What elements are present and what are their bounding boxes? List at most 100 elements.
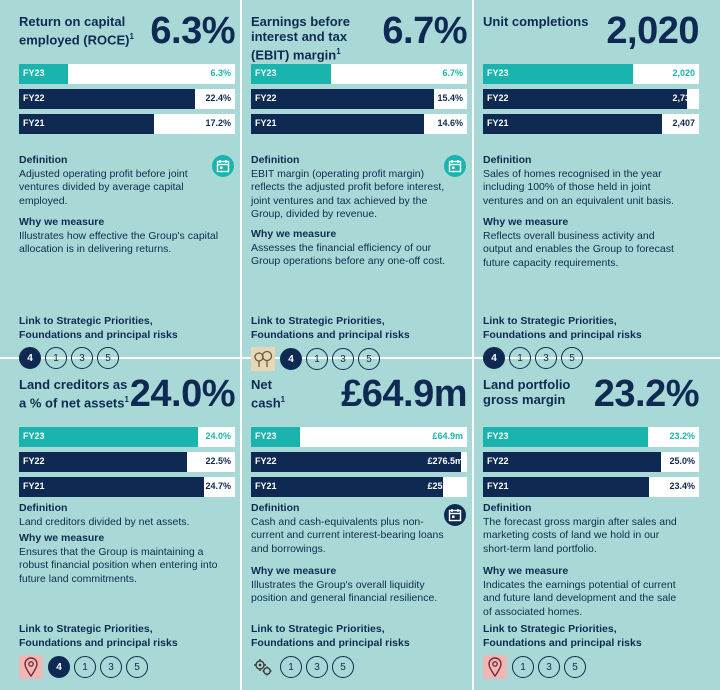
kpi-bar-chart: FY23 6.3% FY22 22.4% FY21 17.2% [19,64,235,139]
kpi-title: Land creditors as a % of net assets1 [19,377,129,411]
priority-chip-4: 4 [280,348,302,370]
definition-heading: Definition [19,154,68,166]
calendar-icon [444,504,466,526]
bar-year-label: FY21 [487,481,509,491]
why-heading: Why we measure [251,228,337,240]
definition-block: Definition Cash and cash-equivalents plus… [251,502,451,556]
priority-chip-5: 5 [332,656,354,678]
link-heading: Link to Strategic Priorities, Foundations… [251,623,410,649]
bar-fill [19,114,155,134]
definition-heading: Definition [251,502,300,514]
bar-fy22: FY22 15.4% [251,89,467,109]
priority-chip-3: 3 [535,347,557,369]
bar-year-label: FY23 [487,431,509,441]
definition-block: Definition EBIT margin (operating profit … [251,154,451,222]
bar-year-label: FY21 [23,118,45,128]
link-heading: Link to Strategic Priorities, Foundations… [483,315,642,341]
definition-heading: Definition [483,154,532,166]
definition-block: Definition Adjusted operating profit befo… [19,154,219,208]
priority-chip-3: 3 [538,656,560,678]
priority-chip-5: 5 [358,348,380,370]
why-text: Illustrates how effective the Group's ca… [19,229,219,256]
calendar-icon [212,155,234,177]
bar-value: 17.2% [205,118,231,128]
why-heading: Why we measure [483,565,569,577]
trees-icon [251,347,275,371]
bar-fill [251,477,443,497]
bar-year-label: FY22 [255,93,277,103]
priority-chip-5: 5 [564,656,586,678]
bar-fill [251,89,434,109]
bar-fy23: FY23 23.2% [483,427,699,447]
why-text: Indicates the earnings potential of curr… [483,578,677,618]
why-block: Why we measure Indicates the earnings pot… [483,565,683,619]
priority-chip-4: 4 [19,347,41,369]
priority-chip-5: 5 [97,347,119,369]
bar-year-label: FY23 [255,68,277,78]
kpi-title: Net cash1 [251,377,286,411]
definition-block: Definition Sales of homes recognised in t… [483,154,683,208]
bar-value: 22.5% [205,456,231,466]
why-text: Ensures that the Group is maintaining a … [19,545,218,585]
bar-value: 2,734 [672,93,695,103]
bar-year-label: FY22 [23,93,45,103]
why-text: Illustrates the Group's overall liquidit… [251,578,438,605]
priority-chip-3: 3 [100,656,122,678]
why-block: Why we measure Reflects overall business … [483,216,683,270]
bar-fy22: FY22 22.5% [19,452,235,472]
bar-fill [483,64,634,84]
priority-chip-5: 5 [126,656,148,678]
bar-fill [19,427,199,447]
why-heading: Why we measure [483,216,569,228]
why-heading: Why we measure [19,216,105,228]
bar-year-label: FY22 [23,456,45,466]
bar-fill [483,427,648,447]
kpi-bar-chart: FY23 6.7% FY22 15.4% FY21 14.6% [251,64,467,139]
bar-value: 14.6% [437,118,463,128]
kpi-value: 6.3% [150,10,235,52]
why-heading: Why we measure [251,565,337,577]
gears-icon [251,655,275,679]
priority-chip-1: 1 [45,347,67,369]
why-block: Why we measure Illustrates how effective … [19,216,219,257]
priority-chip-1: 1 [280,656,302,678]
bar-fy21: FY21 23.4% [483,477,699,497]
footnote-marker: 1 [124,395,129,404]
bar-year-label: FY23 [23,68,45,78]
definition-heading: Definition [483,502,532,514]
footnote-marker: 1 [129,32,134,41]
priority-chip-5: 5 [561,347,583,369]
bar-fill [483,477,650,497]
bar-value: 25.0% [669,456,695,466]
bar-fill [19,477,204,497]
priority-chip-3: 3 [332,348,354,370]
priority-chip-4: 4 [483,347,505,369]
why-text: Assesses the financial efficiency of our… [251,241,446,268]
kpi-bar-chart: FY23 2,020 FY22 2,734 FY21 2,407 [483,64,699,139]
priority-chip-1: 1 [512,656,534,678]
bar-fy21: FY21 £252.8m [251,477,467,497]
bar-value: 22.4% [205,93,231,103]
link-heading: Link to Strategic Priorities, Foundations… [19,623,178,649]
bar-year-label: FY22 [255,456,277,466]
bar-fy22: FY22 22.4% [19,89,235,109]
location-icon [19,655,43,679]
bar-fill [483,452,661,472]
bar-year-label: FY22 [487,456,509,466]
bar-fill [19,64,69,84]
why-block: Why we measure Illustrates the Group's ov… [251,565,451,606]
bar-value: 2,407 [672,118,695,128]
priority-chip-1: 1 [509,347,531,369]
location-icon [483,655,507,679]
bar-fy22: FY22 25.0% [483,452,699,472]
definition-text: EBIT margin (operating profit margin) re… [251,167,445,221]
bar-fy23: FY23 6.7% [251,64,467,84]
bar-fill [19,89,195,109]
bar-year-label: FY23 [487,68,509,78]
bar-year-label: FY23 [255,431,277,441]
bar-fy21: FY21 14.6% [251,114,467,134]
bar-value: 2,020 [672,68,695,78]
